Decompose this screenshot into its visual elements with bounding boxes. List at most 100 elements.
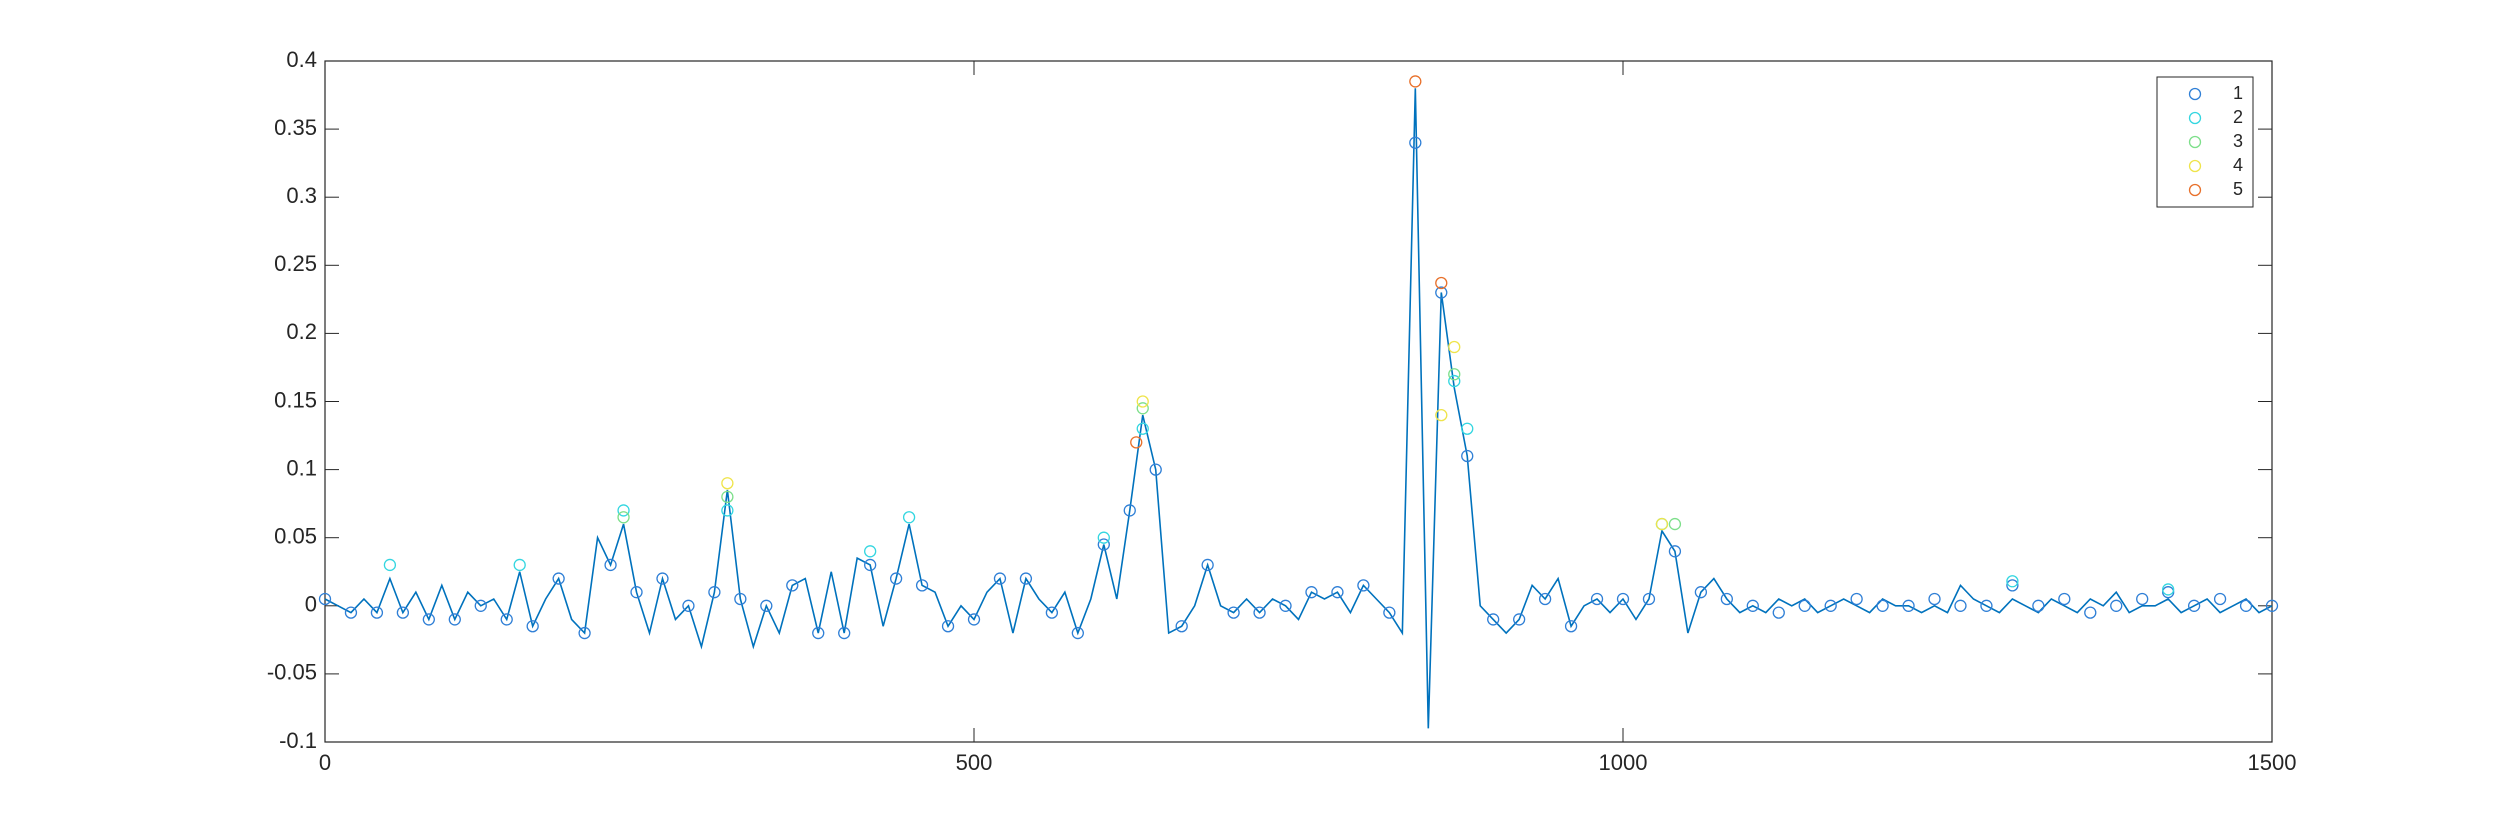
data-point — [1357, 579, 1370, 592]
data-point — [1448, 340, 1461, 354]
data-point — [708, 586, 721, 599]
data-point — [941, 620, 955, 633]
data-point — [786, 579, 799, 592]
data-point — [1201, 558, 1214, 572]
data-point — [1435, 276, 1448, 290]
data-point — [2162, 583, 2175, 596]
x-tick-label: 1000 — [1599, 750, 1648, 775]
data-point — [318, 592, 332, 606]
data-point — [1668, 545, 1682, 558]
data-point — [2265, 599, 2279, 612]
data-point — [2006, 575, 2019, 588]
data-point — [1149, 463, 1162, 476]
plot-area — [324, 60, 2273, 743]
data-point — [1824, 599, 1837, 612]
data-point — [889, 572, 903, 585]
y-tick-label: 0.05 — [274, 524, 317, 549]
data-point — [396, 606, 410, 619]
data-point — [2032, 599, 2045, 612]
data-point — [1655, 517, 1669, 531]
data-point — [448, 613, 461, 626]
legend-label: 5 — [2233, 179, 2243, 199]
data-point — [2058, 592, 2071, 606]
data-point — [1461, 422, 1474, 435]
y-tick-label: -0.1 — [279, 728, 317, 753]
data-point — [2187, 599, 2201, 612]
y-tick-label: 0.35 — [274, 115, 317, 140]
data-point — [604, 558, 617, 572]
data-point — [1130, 436, 1143, 449]
x-tick-label: 0 — [319, 750, 331, 775]
data-point — [1331, 586, 1344, 599]
data-point — [864, 545, 877, 558]
data-point — [721, 490, 734, 503]
y-tick-label: 0.15 — [274, 387, 317, 412]
data-point — [1694, 586, 1708, 599]
legend-marker — [2188, 183, 2202, 197]
data-point — [474, 599, 487, 612]
data-point — [370, 606, 384, 619]
data-point — [1409, 136, 1422, 149]
data-point — [1928, 592, 1941, 606]
data-point — [1071, 626, 1084, 640]
data-point — [1097, 531, 1110, 544]
y-tick-label: 0.4 — [286, 47, 317, 72]
data-point — [1954, 599, 1967, 612]
data-point — [1980, 599, 1993, 612]
data-point — [422, 613, 435, 626]
data-point — [915, 579, 929, 592]
data-point — [1876, 599, 1889, 612]
data-point — [993, 572, 1007, 585]
data-point — [1448, 368, 1461, 381]
legend-marker — [2188, 135, 2202, 149]
data-point — [1487, 613, 1500, 626]
data-point — [656, 572, 669, 585]
legend-marker — [2188, 87, 2202, 101]
y-tick-label: 0.3 — [286, 183, 317, 208]
data-point — [760, 599, 773, 612]
legend-label: 4 — [2233, 155, 2243, 175]
data-point — [1513, 613, 1526, 626]
data-point — [967, 613, 981, 626]
data-point — [1616, 592, 1630, 606]
data-point — [1253, 606, 1266, 619]
data-point — [617, 511, 630, 524]
data-point — [1435, 286, 1448, 299]
data-point — [1136, 395, 1149, 408]
data-point — [2084, 606, 2097, 619]
data-point — [864, 558, 877, 572]
data-point — [1136, 422, 1149, 435]
x-tick-label: 500 — [956, 750, 993, 775]
data-point — [1305, 586, 1318, 599]
data-point — [682, 599, 695, 612]
data-point — [1435, 408, 1448, 422]
data-point — [500, 613, 513, 626]
data-point — [1097, 538, 1110, 551]
data-point — [630, 586, 643, 599]
data-point — [1461, 449, 1474, 463]
data-point — [1409, 75, 1422, 88]
data-point — [1045, 606, 1059, 619]
data-point — [2006, 579, 2019, 592]
data-point — [526, 620, 539, 633]
data-point — [838, 626, 851, 640]
legend-marker — [2188, 111, 2202, 125]
data-point — [617, 504, 630, 517]
legend-label: 1 — [2233, 83, 2243, 103]
data-point — [721, 504, 734, 517]
data-point — [1668, 517, 1682, 531]
data-point — [2213, 592, 2227, 606]
data-point — [2110, 599, 2123, 612]
data-point — [1642, 592, 1656, 606]
y-tick-label: 0.1 — [286, 455, 317, 480]
data-point — [1798, 599, 1811, 612]
data-point — [1123, 504, 1136, 517]
data-point — [1136, 402, 1149, 415]
data-point — [1383, 606, 1396, 619]
data-point — [1850, 592, 1863, 606]
data-point — [1772, 606, 1785, 619]
y-tick-label: 0.25 — [274, 251, 317, 276]
data-point — [1902, 599, 1915, 612]
x-tick-label: 1500 — [2248, 750, 2297, 775]
